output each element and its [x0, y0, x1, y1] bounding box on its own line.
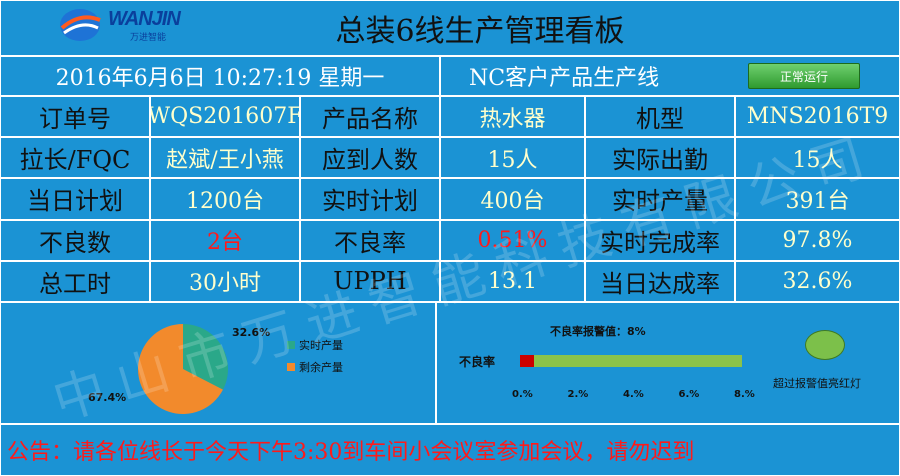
defect-tick-1: 2.%	[567, 389, 589, 400]
label-cell-0-0: 订单号	[0, 96, 150, 138]
pie-slice-0	[183, 324, 228, 390]
label-cell-0-2: 产品名称	[300, 96, 440, 138]
defect-bar-track	[520, 355, 742, 367]
label-cell-2-2: 实时计划	[300, 178, 440, 220]
value-cell-4-3: 13.1	[440, 260, 585, 302]
label-cell-3-4: 实时完成率	[585, 219, 735, 261]
pie-slice-1	[138, 324, 223, 414]
value-cell-4-1: 30小时	[150, 260, 300, 302]
alarm-lamp-icon	[805, 330, 845, 360]
label-cell-1-4: 实际出勤	[585, 137, 735, 179]
defect-row-label: 不良率	[459, 355, 496, 369]
value-cell-0-5: MNS2016T9	[735, 96, 900, 138]
datetime-text: 2016年6月6日 10:27:19 星期一	[55, 66, 385, 91]
value-cell-3-5: 97.8%	[735, 219, 900, 261]
value-cell-3-3: 0.51%	[440, 219, 585, 261]
notice-bar: 公告：请各位线长于今天下午3:30到车间小会议室参加会议，请勿迟到	[0, 424, 900, 476]
value-cell-0-3: 热水器	[440, 96, 585, 138]
wanjin-logo: WANJIN 万进智能	[58, 6, 208, 44]
datetime-cell: 2016年6月6日 10:27:19 星期一	[0, 56, 440, 96]
value-cell-1-1: 赵斌/王小燕	[150, 137, 300, 179]
status-normal-button[interactable]: 正常运行	[748, 63, 860, 89]
label-cell-1-2: 应到人数	[300, 137, 440, 179]
value-cell-1-5: 15人	[735, 137, 900, 179]
logo-subtitle: 万进智能	[130, 33, 167, 43]
defect-bar-fill	[520, 355, 535, 367]
value-cell-4-5: 32.6%	[735, 260, 900, 302]
label-cell-2-0: 当日计划	[0, 178, 150, 220]
line-name-cell: NC客户产品生产线	[440, 56, 900, 96]
label-cell-3-0: 不良数	[0, 219, 150, 261]
line-name: NC客户产品生产线	[469, 66, 660, 91]
value-cell-0-1: WQS201607F	[150, 96, 300, 138]
label-cell-2-4: 实时产量	[585, 178, 735, 220]
defect-tick-3: 6.%	[678, 389, 700, 400]
label-cell-4-4: 当日达成率	[585, 260, 735, 302]
pie-value-label-1: 67.4%	[88, 391, 126, 404]
legend-label-0: 实时产量	[299, 338, 343, 352]
legend-swatch-0	[287, 341, 295, 349]
value-cell-2-1: 1200台	[150, 178, 300, 220]
notice-text: 公告：请各位线长于今天下午3:30到车间小会议室参加会议，请勿迟到	[7, 440, 695, 465]
label-cell-4-2: UPPH	[300, 260, 440, 302]
title-bar: 总装6线生产管理看板	[0, 0, 900, 56]
legend-swatch-1	[287, 363, 295, 371]
globe-icon	[60, 9, 101, 41]
value-cell-2-3: 400台	[440, 178, 585, 220]
legend-label-1: 剩余产量	[299, 360, 343, 374]
value-cell-1-3: 15人	[440, 137, 585, 179]
page-title: 总装6线生产管理看板	[335, 14, 625, 49]
pie-value-label-0: 32.6%	[232, 326, 270, 339]
label-cell-1-0: 拉长/FQC	[0, 137, 150, 179]
label-cell-4-0: 总工时	[0, 260, 150, 302]
value-cell-3-1: 2台	[150, 219, 300, 261]
production-pie-chart: 32.6% 实时产量 67.4% 剩余产量	[88, 324, 343, 414]
label-cell-0-4: 机型	[585, 96, 735, 138]
defect-tick-4: 8.%	[734, 389, 755, 400]
label-cell-3-2: 不良率	[300, 219, 440, 261]
pie-panel	[0, 302, 436, 424]
defect-alarm-title: 不良率报警值：8%	[550, 325, 646, 338]
defect-tick-0: 0.%	[512, 389, 533, 400]
defect-tick-2: 4.%	[623, 389, 644, 400]
logo-brand: WANJIN	[108, 8, 181, 30]
alarm-lamp-label: 超过报警值亮红灯	[773, 377, 861, 390]
value-cell-2-5: 391台	[735, 178, 900, 220]
